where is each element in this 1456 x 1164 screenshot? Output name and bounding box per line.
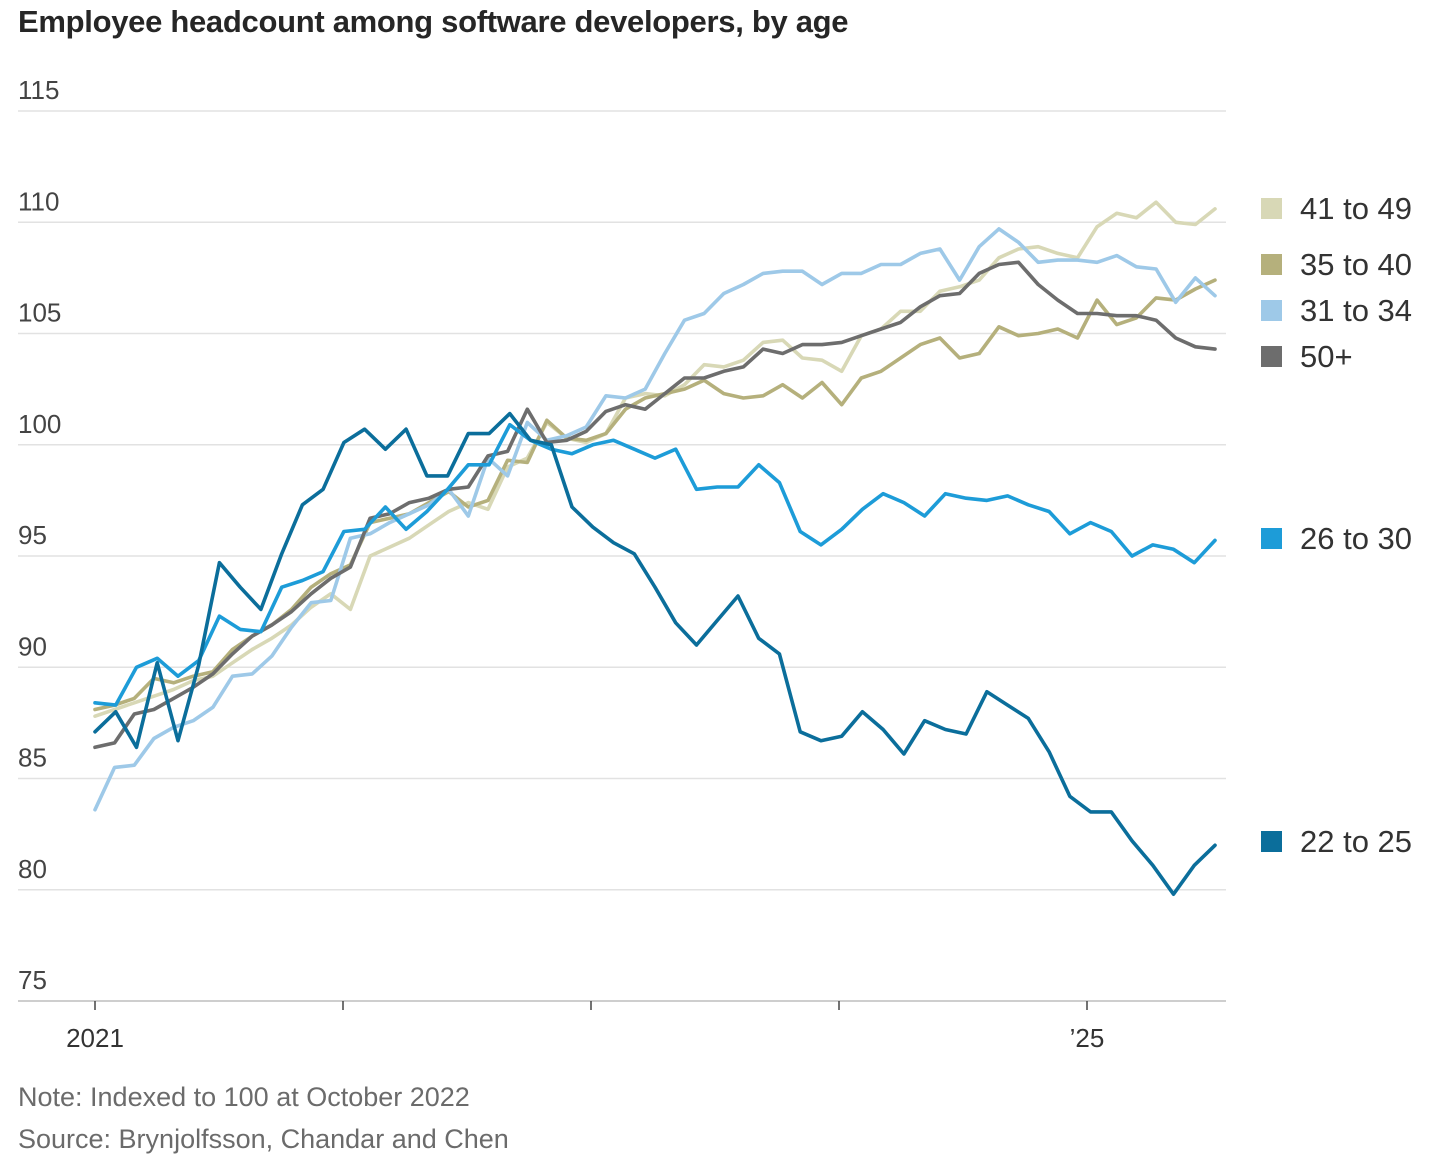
legend-swatch — [1261, 300, 1282, 321]
y-axis-labels: 75 80 85 90 95 100 105 110 115 — [18, 75, 61, 995]
legend-item: 22 to 25 — [1261, 824, 1412, 859]
y-tick-label: 105 — [18, 298, 61, 328]
legend-label: 50+ — [1300, 339, 1353, 374]
series-line-31-to-34 — [93, 227, 1217, 812]
series-line-50- — [93, 260, 1217, 750]
legend-item: 26 to 30 — [1261, 521, 1412, 556]
y-tick-label: 85 — [18, 743, 47, 773]
chart-note: Note: Indexed to 100 at October 2022 — [18, 1082, 470, 1112]
legend-label: 41 to 49 — [1300, 191, 1412, 226]
y-tick-label: 75 — [18, 965, 47, 995]
legend-swatch — [1261, 528, 1282, 549]
chart-source: Source: Brynjolfsson, Chandar and Chen — [18, 1124, 509, 1154]
series-line-26-to-30 — [93, 422, 1217, 707]
y-tick-label: 80 — [18, 854, 47, 884]
legend-item: 31 to 34 — [1261, 293, 1412, 328]
legend-swatch — [1261, 831, 1282, 852]
chart-title: Employee headcount among software develo… — [18, 4, 849, 39]
legend-swatch — [1261, 346, 1282, 367]
series-line-22-to-25 — [93, 411, 1217, 897]
series-lines — [93, 200, 1217, 897]
legend-item: 35 to 40 — [1261, 247, 1412, 282]
legend-label: 35 to 40 — [1300, 247, 1412, 282]
legend-item: 41 to 49 — [1261, 191, 1412, 226]
legend-item: 50+ — [1261, 339, 1353, 374]
legend-swatch — [1261, 254, 1282, 275]
legend-swatch — [1261, 198, 1282, 219]
legend-label: 26 to 30 — [1300, 521, 1412, 556]
y-tick-label: 110 — [18, 186, 59, 216]
x-axis: 2021 ’25 — [18, 1000, 1226, 1053]
y-tick-label: 90 — [18, 631, 47, 661]
y-tick-label: 95 — [18, 520, 47, 550]
y-tick-label: 100 — [18, 409, 61, 439]
y-tick-label: 115 — [18, 75, 59, 105]
legend: 41 to 49 35 to 40 31 to 34 50+ 26 to 30 22 to… — [1261, 191, 1412, 859]
gridlines — [18, 110, 1226, 891]
legend-label: 22 to 25 — [1300, 824, 1412, 859]
x-tick-label: 2021 — [66, 1023, 124, 1053]
legend-label: 31 to 34 — [1300, 293, 1412, 328]
x-tick-label: ’25 — [1070, 1023, 1105, 1053]
